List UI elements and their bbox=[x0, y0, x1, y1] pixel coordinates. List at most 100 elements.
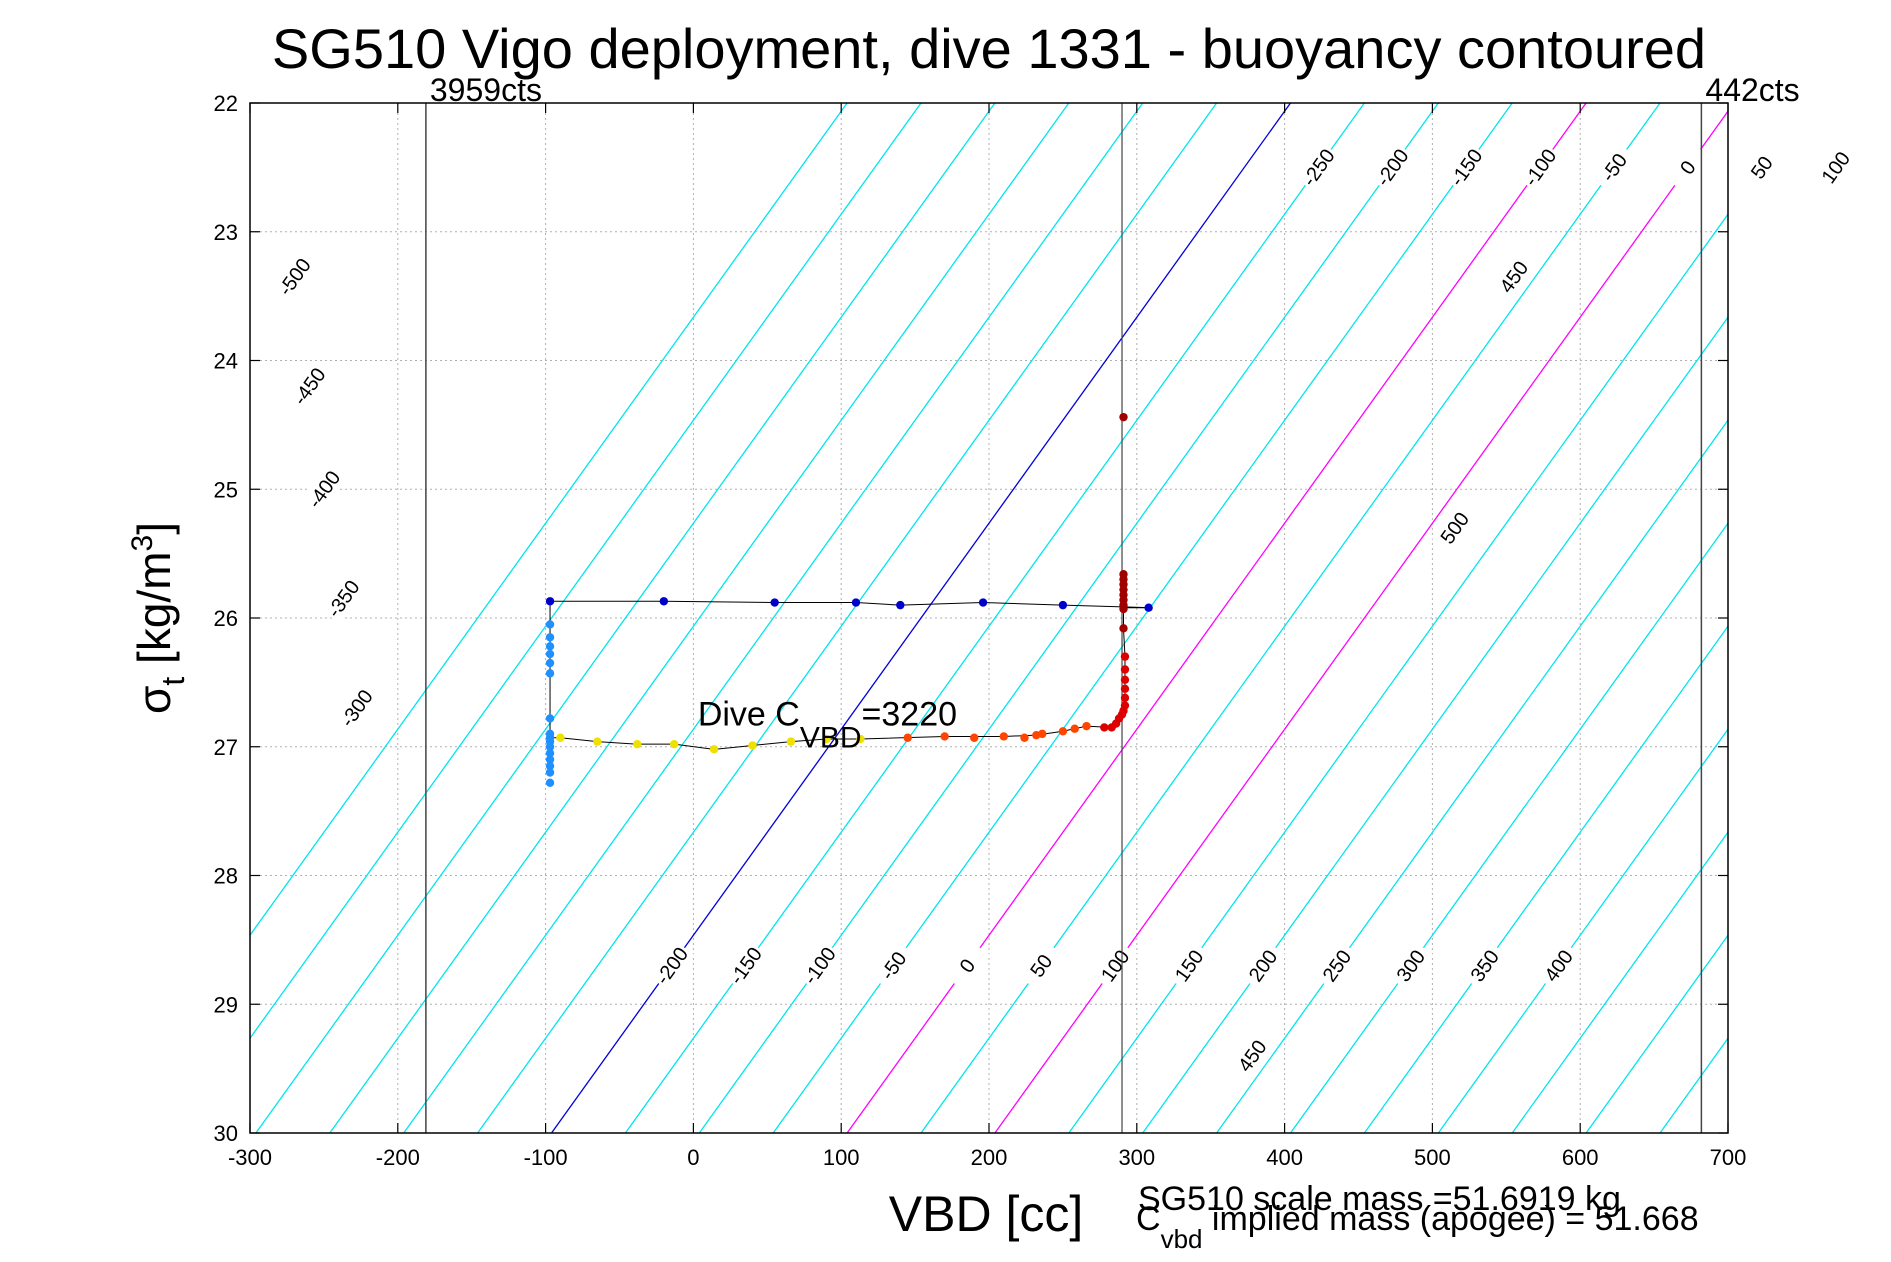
y-axis-unit-sup: 3 bbox=[126, 535, 159, 552]
y-tick-label: 27 bbox=[214, 735, 238, 760]
x-tick-label: 400 bbox=[1266, 1145, 1303, 1170]
data-point bbox=[709, 745, 719, 754]
data-point bbox=[1144, 603, 1153, 612]
buoyancy-contour bbox=[1734, 103, 1891, 1133]
implied-mass-subscript: vbd bbox=[1161, 1224, 1203, 1254]
data-point bbox=[1038, 729, 1047, 739]
implied-mass-text: implied mass (apogee) = 51.668 bbox=[1202, 1200, 1698, 1238]
contour-label-mask bbox=[1240, 940, 1286, 991]
data-point bbox=[940, 732, 949, 741]
data-point bbox=[556, 733, 565, 742]
x-axis-label: VBD [cc] bbox=[889, 1186, 1083, 1242]
contour-label-mask bbox=[301, 464, 347, 515]
contour-label-mask bbox=[1443, 142, 1489, 193]
data-point bbox=[970, 733, 979, 742]
count-limit-label: 442cts bbox=[1705, 72, 1799, 108]
buoyancy-contour bbox=[329, 103, 1070, 1133]
y-tick-label: 22 bbox=[214, 91, 238, 116]
data-point bbox=[1020, 733, 1029, 742]
x-tick-label: 0 bbox=[687, 1145, 699, 1170]
data-point bbox=[1119, 412, 1128, 422]
contour-label-mask bbox=[1369, 142, 1415, 193]
contour-label-mask bbox=[1517, 142, 1563, 193]
data-point bbox=[545, 642, 555, 651]
y-axis-unit-open: [kg/m bbox=[128, 551, 180, 676]
dive-cvbd-subscript: VBD bbox=[800, 721, 862, 754]
y-tick-label: 25 bbox=[214, 477, 238, 502]
contour-label-mask bbox=[1388, 940, 1434, 991]
data-point bbox=[545, 597, 555, 606]
x-tick-label: 700 bbox=[1710, 1145, 1747, 1170]
data-point bbox=[1120, 684, 1130, 694]
y-axis-symbol: σ bbox=[128, 686, 180, 714]
data-point bbox=[851, 598, 861, 607]
buoyancy-contour bbox=[1808, 103, 1891, 1133]
contour-label-mask bbox=[1591, 142, 1637, 193]
contour-label-mask bbox=[320, 573, 366, 624]
contour-label-mask bbox=[271, 251, 317, 302]
contour-label-mask bbox=[1314, 940, 1360, 991]
chart-title: SG510 Vigo deployment, dive 1331 - buoya… bbox=[272, 17, 1706, 80]
data-point bbox=[593, 737, 602, 746]
data-point bbox=[659, 597, 669, 606]
buoyancy-contour bbox=[1511, 831, 1728, 1133]
buoyancy-contour bbox=[255, 103, 996, 1133]
y-tick-label: 23 bbox=[214, 220, 238, 245]
contour-label-mask bbox=[1886, 142, 1891, 193]
contour-label-mask bbox=[944, 940, 990, 991]
contour-label-mask bbox=[286, 361, 332, 412]
data-point bbox=[545, 620, 555, 629]
contour-label-mask bbox=[333, 683, 379, 733]
buoyancy-contour bbox=[1363, 625, 1728, 1133]
contour-label-mask bbox=[1092, 940, 1138, 991]
contour-label-mask bbox=[1665, 142, 1711, 193]
x-tick-label: -200 bbox=[376, 1145, 420, 1170]
contour-label-mask bbox=[1461, 940, 1508, 991]
y-tick-label: 26 bbox=[214, 606, 238, 631]
data-point bbox=[748, 741, 757, 750]
data-point bbox=[545, 649, 555, 659]
count-limit-label: 3959cts bbox=[430, 72, 542, 108]
contour-label-mask bbox=[1295, 142, 1341, 193]
buoyancy-contour bbox=[250, 103, 922, 1040]
data-point bbox=[1119, 624, 1128, 633]
data-point bbox=[856, 734, 865, 744]
contour-label-mask bbox=[722, 940, 769, 991]
data-point bbox=[786, 737, 796, 746]
dive-cvbd-annotation: Dive CVBD=3220 bbox=[698, 695, 957, 754]
contour-label-mask bbox=[870, 940, 916, 991]
buoyancy-contour bbox=[403, 103, 1144, 1133]
contour-label-mask bbox=[1491, 251, 1537, 302]
contour-label-mask bbox=[1535, 940, 1581, 991]
data-point bbox=[545, 761, 555, 771]
data-point bbox=[545, 633, 555, 642]
data-point bbox=[896, 600, 905, 610]
x-tick-label: 500 bbox=[1414, 1145, 1451, 1170]
data-point bbox=[545, 742, 555, 751]
data-point bbox=[770, 598, 779, 607]
scale-mass-footer: SG510 scale mass =51.6919 kg bbox=[1138, 1180, 1621, 1218]
data-point bbox=[1058, 727, 1068, 736]
data-point bbox=[1120, 675, 1130, 684]
data-point bbox=[545, 768, 555, 777]
y-axis-label: σt [kg/m3] bbox=[126, 522, 191, 714]
x-tick-label: 600 bbox=[1562, 1145, 1599, 1170]
x-tick-label: -100 bbox=[524, 1145, 568, 1170]
y-axis-unit-close: ] bbox=[128, 522, 180, 535]
data-point bbox=[1120, 693, 1130, 703]
data-point bbox=[669, 739, 679, 749]
y-axis-subscript: t bbox=[155, 677, 191, 686]
buoyancy-contour bbox=[1882, 103, 1891, 1133]
y-tick-label: 30 bbox=[214, 1121, 238, 1146]
axis-ticks: -300 -200 -100 0 100 200 300 400 500 600 700 22 23 24… bbox=[214, 91, 1747, 1170]
contour-label-mask bbox=[1431, 503, 1478, 553]
data-point bbox=[545, 669, 555, 678]
data-point bbox=[633, 739, 642, 749]
contour-label-mask bbox=[1018, 940, 1064, 991]
data-point bbox=[978, 598, 988, 607]
y-tick-label: 24 bbox=[214, 349, 238, 374]
x-tick-label: 200 bbox=[971, 1145, 1008, 1170]
data-point bbox=[1120, 665, 1130, 674]
y-tick-label: 28 bbox=[214, 864, 238, 889]
